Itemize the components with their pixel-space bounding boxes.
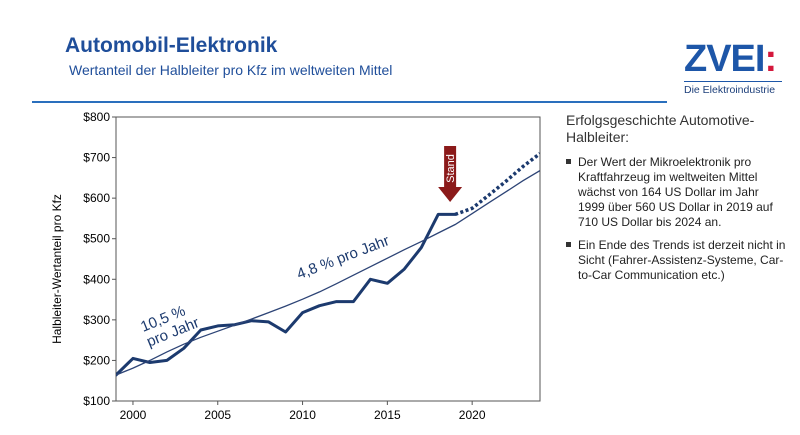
- series-line-trend: [116, 170, 540, 376]
- logo-tagline: Die Elektroindustrie: [684, 81, 782, 96]
- bullet-square-icon: [566, 159, 571, 164]
- header-divider: [32, 101, 667, 103]
- y-tick-label: $400: [83, 272, 110, 286]
- info-bullet: Der Wert der Mikroelektronik pro Kraftfa…: [566, 155, 788, 230]
- chart-lines: [116, 152, 540, 377]
- info-bullet: Ein Ende des Trends ist derzeit nicht in…: [566, 238, 788, 283]
- page-subtitle: Wertanteil der Halbleiter pro Kfz im wel…: [69, 62, 393, 78]
- arrow-down-icon: [438, 146, 463, 202]
- y-tick-label: $100: [83, 394, 110, 408]
- info-bullet-text: Ein Ende des Trends ist derzeit nicht in…: [578, 238, 786, 282]
- x-tick-label: 2005: [204, 408, 231, 422]
- info-bullet-text: Der Wert der Mikroelektronik pro Kraftfa…: [578, 155, 773, 229]
- x-tick-label: 2015: [374, 408, 401, 422]
- y-tick-label: $700: [83, 151, 110, 165]
- y-tick-label: $500: [83, 232, 110, 246]
- stand-marker-label: Stand: [445, 154, 457, 183]
- growth-rate-annotation: 10,5 %pro Jahr: [138, 299, 201, 350]
- series-line-actual: [116, 212, 457, 377]
- y-tick-label: $300: [83, 313, 110, 327]
- info-bullet-list: Der Wert der Mikroelektronik pro Kraftfa…: [566, 155, 788, 283]
- page-title: Automobil-Elektronik: [65, 34, 278, 57]
- logo-mark-text: ZVEI: [684, 38, 765, 80]
- chart-labels: 10,5 %pro Jahr 4,8 % pro Jahr Stand: [138, 146, 463, 351]
- y-tick-label: $800: [83, 110, 110, 124]
- chart-axes: $800 $700 $600 $500 $400 $300 $200 $100 2000 2005…: [50, 110, 541, 422]
- bullet-square-icon: [566, 242, 571, 247]
- growth-rate-annotation-line: 4,8 % pro Jahr: [295, 232, 392, 283]
- series-line-forecast: [454, 152, 540, 217]
- plot-frame: [115, 116, 541, 402]
- x-tick-label: 2010: [289, 408, 316, 422]
- zvei-logo: ZVEI: Die Elektroindustrie: [684, 40, 784, 102]
- semiconductor-value-chart: $800 $700 $600 $500 $400 $300 $200 $100 2000 2005…: [50, 110, 541, 422]
- info-panel-title: Erfolgsgeschichte Automotive-Halbleiter:: [566, 112, 755, 145]
- y-tick-label: $600: [83, 191, 110, 205]
- growth-rate-annotation: 4,8 % pro Jahr: [295, 232, 392, 283]
- y-axis-label: Halbleiter-Wertanteil pro Kfz: [50, 194, 64, 344]
- x-tick-label: 2020: [459, 408, 486, 422]
- y-tick-label: $200: [83, 353, 110, 367]
- info-panel: Erfolgsgeschichte Automotive-Halbleiter:…: [566, 112, 788, 291]
- x-tick-label: 2000: [120, 408, 147, 422]
- logo-mark: ZVEI:: [684, 40, 784, 78]
- logo-mark-colon: :: [764, 38, 777, 80]
- stand-marker: Stand: [438, 146, 463, 202]
